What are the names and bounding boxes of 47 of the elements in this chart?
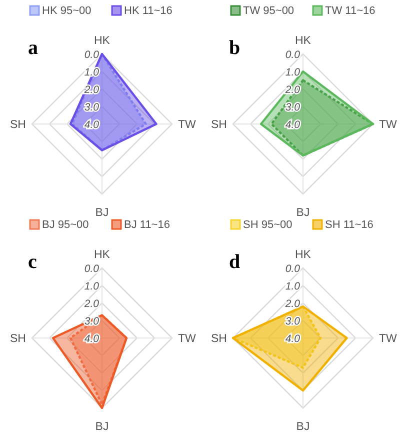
y-tick-label: 0.0 xyxy=(285,49,300,61)
text: c xyxy=(28,251,37,273)
spoke-label: SH xyxy=(211,119,227,131)
spoke-label: HK xyxy=(94,249,110,261)
spoke-label: HK xyxy=(295,35,312,47)
spoke-label: SH xyxy=(10,119,26,131)
y-tick-label: 0.0 xyxy=(84,49,100,61)
y-tick-label: 2.0 xyxy=(83,84,100,96)
y-tick-label: 1.0 xyxy=(84,280,100,292)
y-tick-label: 3.0 xyxy=(84,316,100,328)
y-tick-label: 4.0 xyxy=(285,119,300,131)
spoke-label: TW xyxy=(178,119,196,131)
spoke-label: SH xyxy=(10,333,26,345)
y-tick-label: 1.0 xyxy=(285,280,300,292)
text: d xyxy=(229,251,240,273)
spoke-label: HK xyxy=(295,249,312,261)
spoke-label: SH xyxy=(211,333,227,345)
spoke-label: BJ xyxy=(95,421,109,432)
y-tick-label: 4.0 xyxy=(84,333,100,345)
spoke-label: TW xyxy=(379,333,398,345)
spoke-label: BJ xyxy=(95,207,109,219)
legend-label: HK 95~00 xyxy=(42,5,92,17)
spoke-label: TW xyxy=(379,119,398,131)
y-tick-label: 0.0 xyxy=(84,263,100,275)
legend-label: SH 11~16 xyxy=(325,219,374,231)
legend-label: SH 95~00 xyxy=(243,219,292,231)
y-tick-label: 3.0 xyxy=(285,102,300,114)
y-tick-label: 2.0 xyxy=(284,298,300,310)
y-tick-label: 0.0 xyxy=(285,263,300,275)
spoke-label: TW xyxy=(178,333,196,345)
y-tick-label: 3.0 xyxy=(285,316,300,328)
text: a xyxy=(28,37,38,59)
legend-label: BJ 11~16 xyxy=(124,219,170,231)
spoke-label: BJ xyxy=(296,421,310,432)
y-tick-label: 2.0 xyxy=(284,84,300,96)
y-tick-label: 4.0 xyxy=(285,333,300,345)
legend-label: TW 95~00 xyxy=(243,5,294,17)
y-tick-label: 1.0 xyxy=(285,66,300,78)
spoke-label: BJ xyxy=(296,207,310,219)
legend-label: BJ 95~00 xyxy=(42,219,89,231)
y-tick-label: 4.0 xyxy=(84,119,100,131)
legend-label: TW 11~16 xyxy=(325,5,376,17)
spoke-label: HK xyxy=(94,35,110,47)
y-tick-label: 3.0 xyxy=(84,102,100,114)
legend-label: HK 11~16 xyxy=(124,5,172,17)
y-tick-label: 2.0 xyxy=(83,298,100,310)
text: b xyxy=(229,37,240,59)
